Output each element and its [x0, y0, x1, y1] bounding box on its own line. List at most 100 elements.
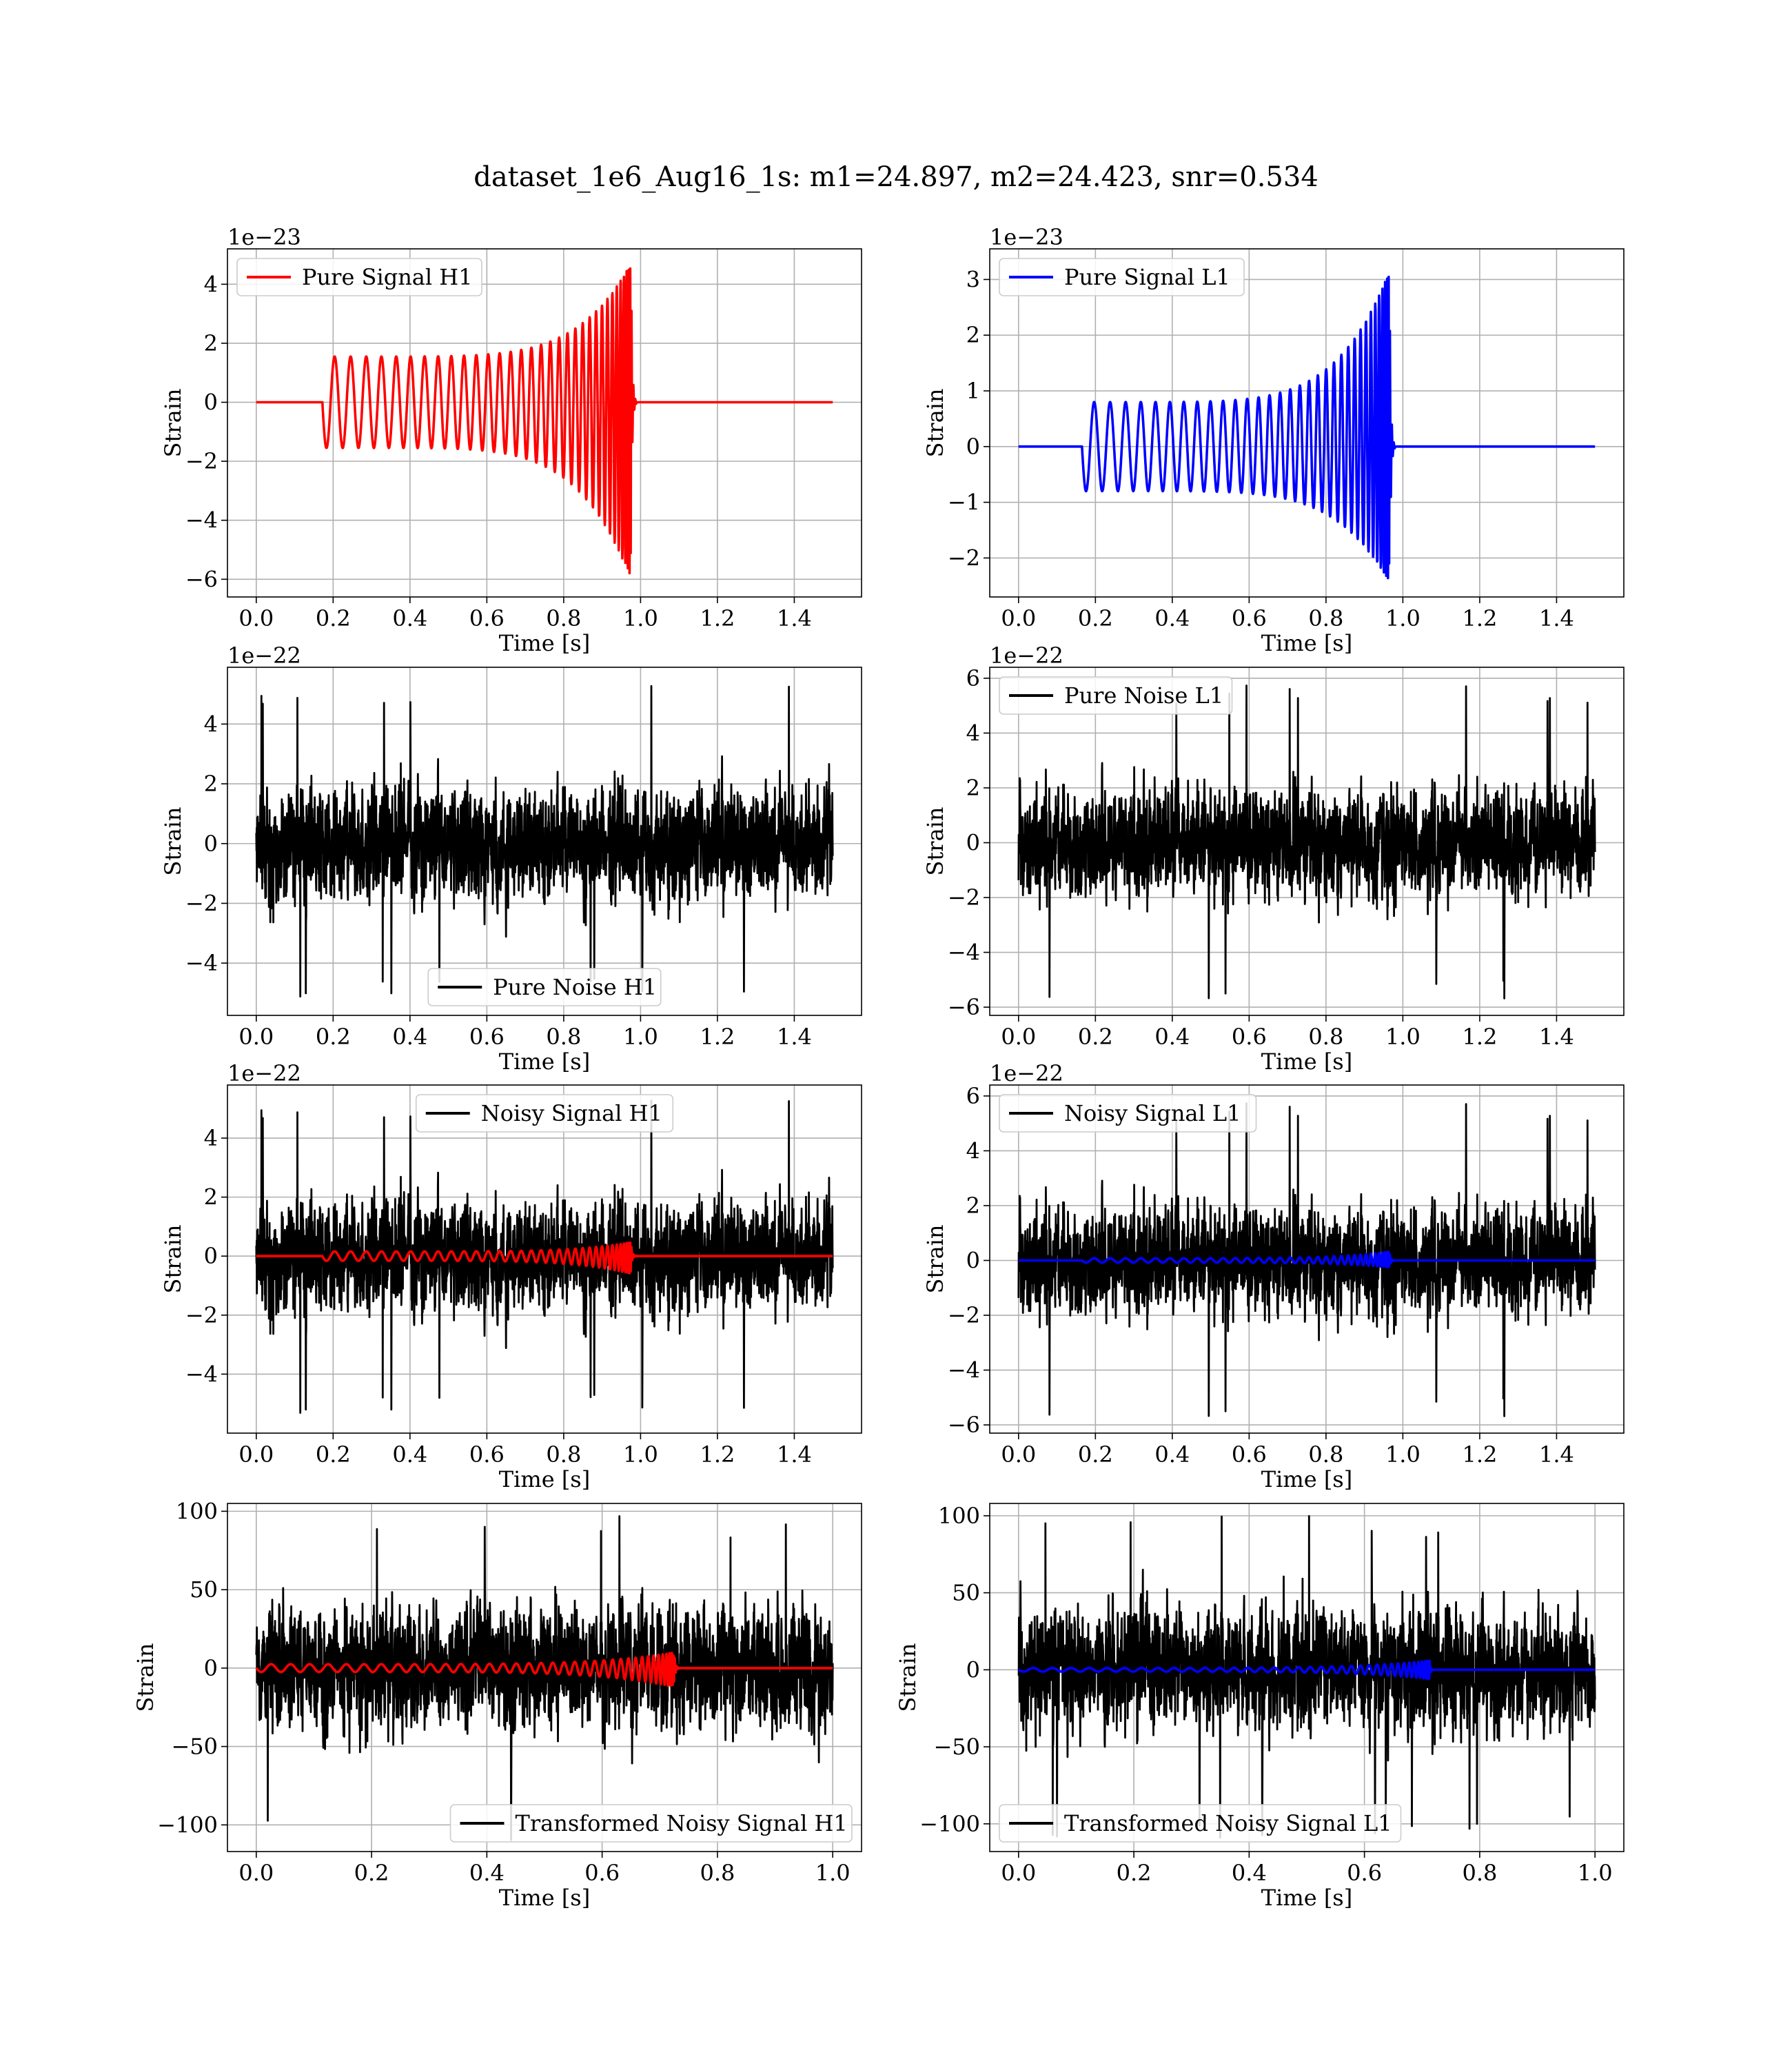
y-tick-label: −4: [185, 507, 218, 534]
y-tick-label: 4: [204, 1125, 218, 1151]
legend: Noisy Signal H1: [415, 1094, 674, 1133]
axes-layer: 0.0 0.2 0.4 0.6 0.8 1.0 1.2 1.4 −6 −4 −2 0 2 4 Time [s…: [132, 224, 1625, 1911]
legend-label: Transformed Noisy Signal H1: [516, 1810, 848, 1836]
series-line-transformed-noisy-signal-h1: [255, 1515, 834, 1841]
y-tick-label: 1: [966, 378, 980, 404]
y-tick-label: 6: [966, 1083, 980, 1109]
x-tick-label: 0.8: [1308, 1441, 1343, 1468]
series-line-chirp-1: [1017, 1250, 1596, 1268]
panel-transformed-noisy-signal-l1: 0.0 0.2 0.4 0.6 0.8 1.0 −100 −50 0 50 100 Time [s] S…: [895, 1503, 1625, 1911]
y-axis-label: Strain: [922, 1225, 948, 1294]
y-axis-label: Strain: [160, 807, 186, 876]
y-axis-label: Strain: [922, 389, 948, 458]
y-tick-label: 0: [204, 831, 218, 857]
x-tick-label: 0.0: [1001, 1860, 1036, 1886]
y-offset-label: 1e−22: [990, 642, 1063, 669]
y-tick-label: −1: [948, 489, 980, 516]
legend: Noisy Signal L1: [999, 1094, 1257, 1133]
y-tick-label: 0: [204, 389, 218, 416]
y-tick-label: 0: [966, 1656, 980, 1683]
panel-pure-signal-l1: 0.0 0.2 0.4 0.6 0.8 1.0 1.2 1.4 −2 −1 0 1 2 3 Time [s]…: [922, 224, 1625, 656]
y-tick-label: −50: [171, 1734, 218, 1760]
axes-frame: [227, 1503, 862, 1852]
legend-label: Noisy Signal L1: [1064, 1100, 1241, 1126]
legend-label: Pure Signal L1: [1064, 264, 1230, 290]
legend: Pure Signal H1: [236, 258, 482, 296]
x-tick-label: 1.2: [1462, 1441, 1497, 1468]
x-axis-label: Time [s]: [1261, 630, 1352, 656]
x-tick-label: 0.8: [700, 1860, 735, 1886]
series-line-pure-noise-h1: [255, 685, 834, 997]
y-tick-label: 2: [966, 775, 980, 801]
x-tick-label: 1.4: [777, 605, 812, 631]
x-tick-label: 0.0: [238, 605, 274, 631]
y-tick-label: 2: [204, 1184, 218, 1210]
axes-frame: [989, 667, 1625, 1016]
x-tick-label: 0.2: [316, 605, 351, 631]
y-tick-label: 0: [204, 1243, 218, 1269]
legend-label: Transformed Noisy Signal L1: [1064, 1810, 1392, 1836]
x-tick-label: 0.0: [1001, 605, 1036, 631]
x-axis-label: Time [s]: [499, 1048, 590, 1075]
y-tick-label: −6: [948, 1412, 980, 1438]
y-tick-label: 2: [204, 330, 218, 356]
y-tick-label: 2: [966, 1193, 980, 1219]
panel-noisy-signal-h1: 0.0 0.2 0.4 0.6 0.8 1.0 1.2 1.4 −4 −2 0 2 4 Time [s] S…: [160, 1060, 862, 1492]
legend: Pure Noise H1: [427, 968, 662, 1006]
y-offset-label: 1e−23: [227, 224, 301, 250]
axes-frame: [989, 1503, 1625, 1852]
panel-pure-noise-h1: 0.0 0.2 0.4 0.6 0.8 1.0 1.2 1.4 −4 −2 0 2 4 Time [s] S…: [160, 642, 862, 1075]
y-offset-label: 1e−22: [990, 1060, 1063, 1086]
y-tick-label: −100: [919, 1811, 980, 1837]
x-tick-label: 0.2: [1117, 1860, 1152, 1886]
x-tick-label: 1.0: [1385, 605, 1421, 631]
legend-box: [999, 1804, 1402, 1843]
x-tick-label: 1.2: [1462, 1024, 1497, 1050]
y-tick-label: −4: [948, 1357, 980, 1383]
x-tick-label: 1.4: [1539, 605, 1574, 631]
y-tick-label: 0: [966, 829, 980, 855]
y-axis-label: Strain: [895, 1643, 921, 1712]
series-line-pure-signal-l1: [1017, 275, 1596, 580]
x-tick-label: 0.4: [1154, 1024, 1190, 1050]
x-tick-label: 0.0: [1001, 1441, 1036, 1468]
legend-box: [999, 676, 1233, 715]
legend-box: [449, 1804, 853, 1843]
y-tick-label: −100: [157, 1812, 218, 1838]
y-tick-label: 4: [966, 720, 980, 746]
y-tick-label: 2: [204, 771, 218, 797]
x-tick-label: 1.2: [700, 1024, 735, 1050]
y-tick-label: −6: [948, 994, 980, 1020]
x-tick-label: 0.8: [546, 1441, 581, 1468]
x-tick-label: 0.4: [392, 1441, 427, 1468]
legend: Pure Signal L1: [999, 258, 1245, 296]
y-tick-label: −6: [185, 566, 218, 592]
x-tick-label: 0.8: [1308, 1024, 1343, 1050]
legend-label: Noisy Signal H1: [481, 1100, 662, 1126]
y-tick-label: −50: [933, 1734, 980, 1760]
x-tick-label: 1.0: [623, 605, 658, 631]
x-tick-label: 1.0: [815, 1860, 851, 1886]
y-offset-label: 1e−22: [227, 642, 301, 669]
y-tick-label: 100: [176, 1498, 218, 1524]
x-tick-label: 0.4: [392, 1024, 427, 1050]
x-tick-label: 1.0: [1385, 1024, 1421, 1050]
x-tick-label: 0.4: [1154, 1441, 1190, 1468]
x-axis-label: Time [s]: [1261, 1466, 1352, 1492]
series-line-chirp-1: [1017, 1659, 1596, 1681]
series-line-noisy-signal-h1: [255, 1099, 834, 1414]
y-tick-label: 4: [204, 711, 218, 737]
series-line-chirp-1: [255, 1652, 834, 1687]
x-tick-label: 0.6: [1347, 1860, 1382, 1886]
legend-label: Pure Noise H1: [493, 974, 657, 1000]
y-tick-label: −4: [185, 950, 218, 976]
x-tick-label: 1.4: [777, 1441, 812, 1468]
y-tick-label: 4: [966, 1137, 980, 1164]
legend: Transformed Noisy Signal L1: [999, 1804, 1402, 1843]
x-tick-label: 0.6: [469, 605, 505, 631]
y-tick-label: −2: [948, 545, 980, 571]
y-tick-label: 100: [938, 1503, 980, 1529]
x-tick-label: 0.4: [469, 1860, 505, 1886]
y-tick-label: −4: [948, 940, 980, 966]
axes-frame: [227, 1084, 862, 1434]
